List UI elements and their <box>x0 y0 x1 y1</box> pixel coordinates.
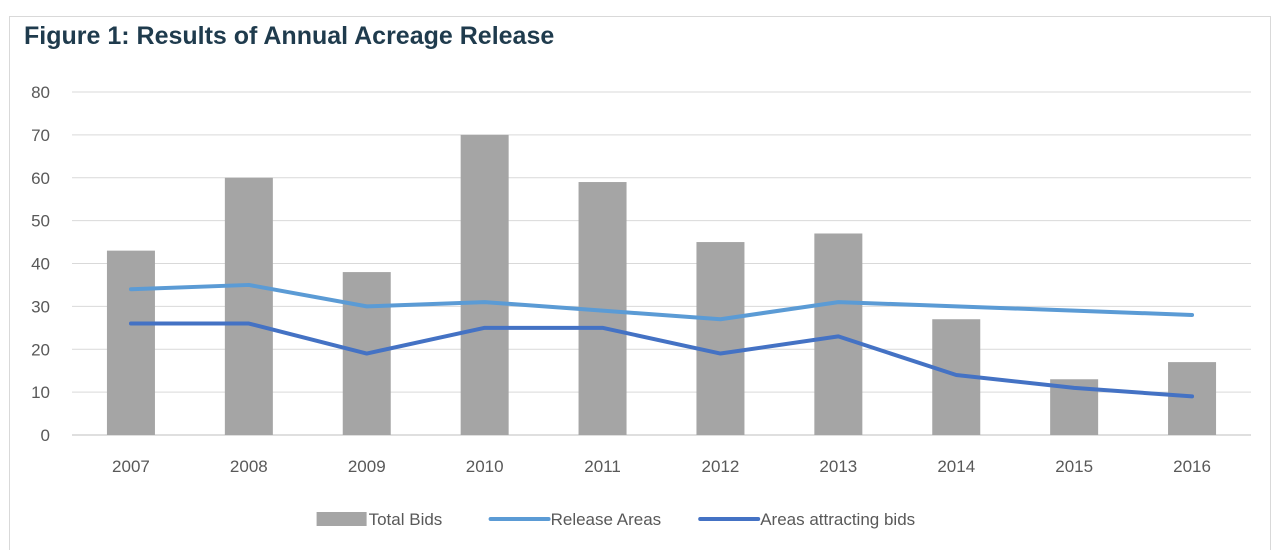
line-series <box>128 282 1195 399</box>
x-tick-label: 2009 <box>348 457 386 476</box>
x-tick-label: 2007 <box>112 457 150 476</box>
legend-label: Total Bids <box>369 510 443 529</box>
x-tick-label: 2015 <box>1055 457 1093 476</box>
series-line <box>128 321 1195 399</box>
y-axis-tick-labels: 0 10 20 30 40 50 60 70 80 <box>31 83 50 445</box>
legend: Total Bids Release Areas Areas attracting … <box>316 510 915 529</box>
x-tick-label: 2011 <box>584 457 621 476</box>
chart-frame <box>9 16 1271 550</box>
y-tick-label: 80 <box>31 83 50 102</box>
x-axis-tick-labels: 2007 2008 2009 2010 2011 2012 2013 2014 2015 2016 <box>112 457 1211 476</box>
x-tick-label: 2016 <box>1173 457 1211 476</box>
bar <box>224 177 273 435</box>
x-tick-label: 2013 <box>819 457 857 476</box>
y-tick-label: 20 <box>31 340 50 359</box>
y-tick-label: 40 <box>31 255 50 274</box>
bar <box>460 134 509 435</box>
x-tick-label: 2012 <box>702 457 740 476</box>
y-tick-label: 70 <box>31 126 50 145</box>
bar-series <box>106 134 1217 435</box>
y-tick-label: 10 <box>31 383 50 402</box>
y-tick-label: 60 <box>31 169 50 188</box>
chart-title: Figure 1: Results of Annual Acreage Rele… <box>24 22 555 50</box>
y-tick-label: 30 <box>31 297 50 316</box>
y-tick-label: 50 <box>31 212 50 231</box>
bar <box>814 233 863 435</box>
series-line <box>128 282 1195 322</box>
bar <box>106 250 155 435</box>
legend-label: Areas attracting bids <box>760 510 915 529</box>
legend-swatch <box>316 512 367 526</box>
bar <box>1168 362 1217 435</box>
bar <box>696 242 745 435</box>
legend-label: Release Areas <box>551 510 662 529</box>
x-tick-label: 2008 <box>230 457 268 476</box>
x-tick-label: 2014 <box>937 457 975 476</box>
y-tick-label: 0 <box>41 426 50 445</box>
x-tick-label: 2010 <box>466 457 504 476</box>
